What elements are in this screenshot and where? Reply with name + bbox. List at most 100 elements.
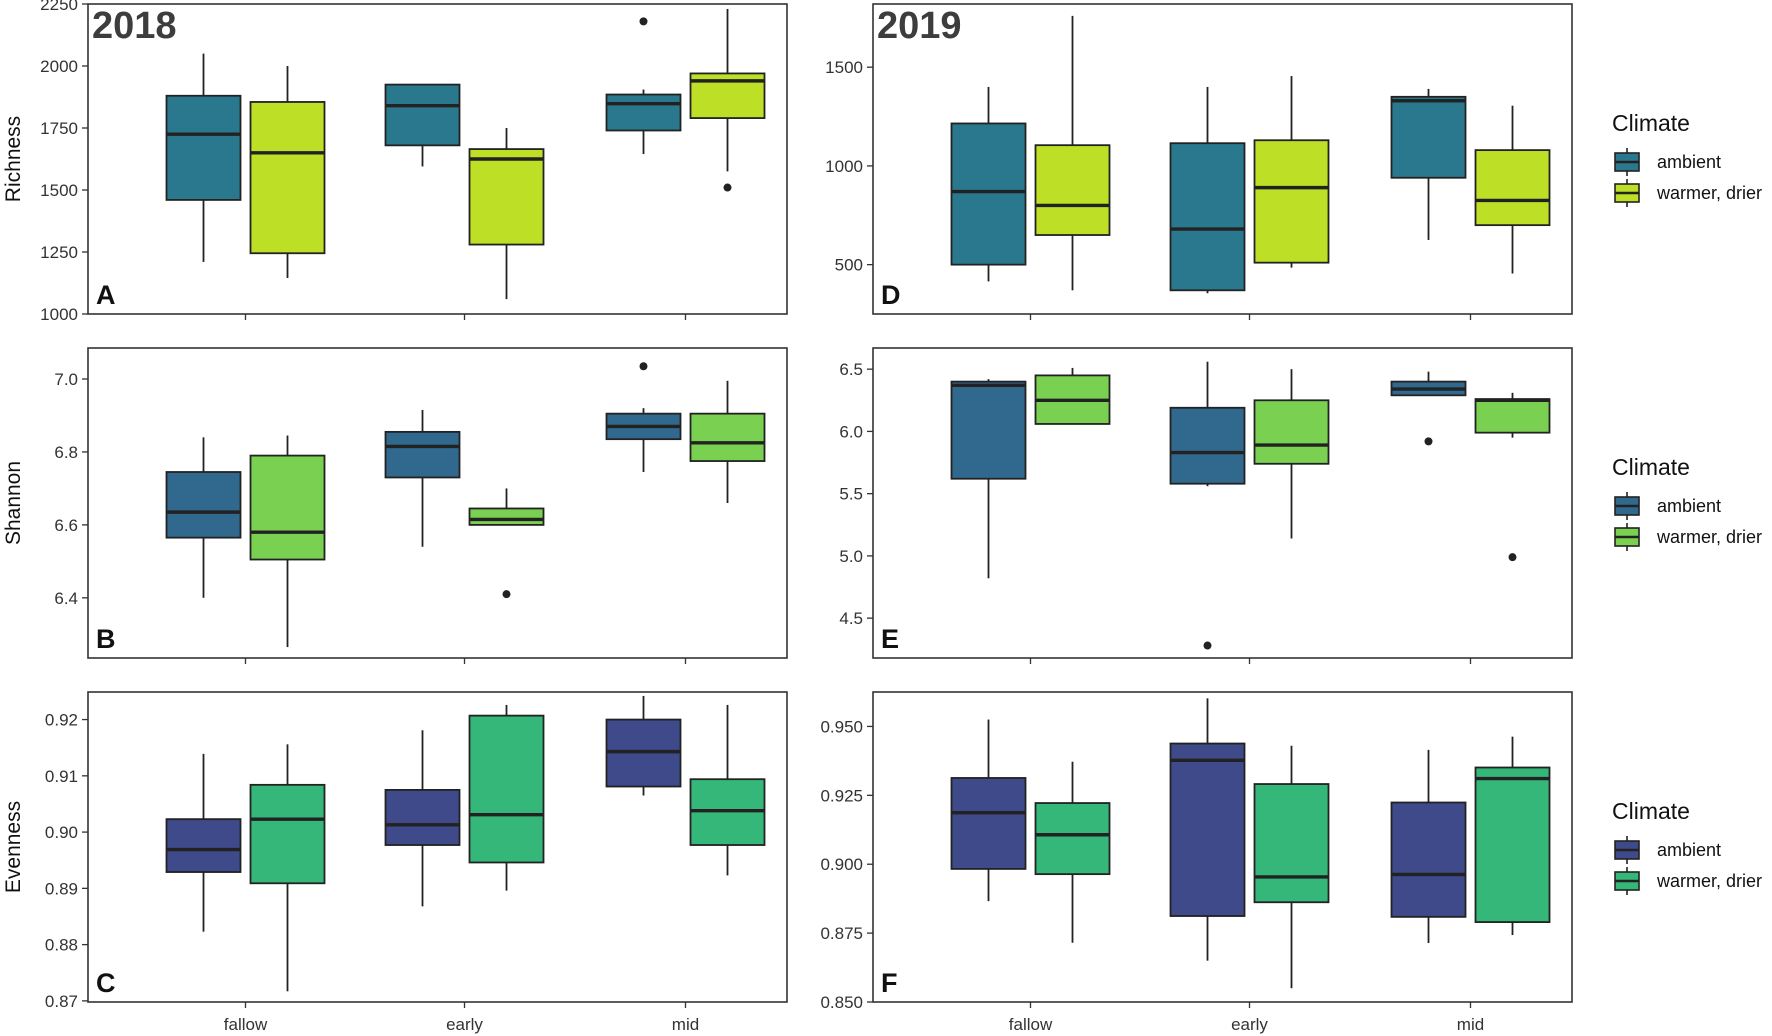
- y-axis-title: Richness: [2, 116, 25, 202]
- box-early-ambient: [384, 730, 461, 907]
- y-tick-label: 1000: [825, 157, 863, 176]
- box-body: [950, 122, 1027, 266]
- box-body: [165, 818, 242, 873]
- box-early-ambient: [1169, 86, 1246, 294]
- y-tick-label: 6.4: [54, 589, 78, 608]
- box-body: [1253, 399, 1330, 465]
- outlier-point: [1508, 553, 1517, 562]
- panel-c: 0.87 0.88 0.89 0.90 0.91 0.92 Evenness fallow ea…: [2, 691, 788, 1034]
- y-tick-label: 0.850: [820, 993, 863, 1012]
- legend-climate: Climate ambient warmer, drier: [1612, 110, 1762, 207]
- year-label: 2018: [92, 5, 177, 47]
- box-fallow-warmer-drier: [1034, 15, 1111, 291]
- x-tick-label: fallow: [224, 1015, 268, 1034]
- panel-d: 500 1000 1500 D 2019: [825, 3, 1573, 320]
- outlier-point: [639, 362, 648, 371]
- y-tick-label: 5.5: [839, 485, 863, 504]
- y-tick-label: 1750: [40, 119, 78, 138]
- box-mid-ambient: [1390, 371, 1467, 446]
- box-body: [384, 83, 461, 147]
- box-mid-ambient: [605, 695, 682, 796]
- box-fallow-ambient: [165, 437, 242, 598]
- box-body: [950, 380, 1027, 480]
- box-body: [165, 94, 242, 201]
- box-fallow-warmer-drier: [249, 435, 326, 648]
- panel-b: 6.4 6.6 6.8 7.0 Shannon B: [2, 347, 788, 664]
- panel-letter: D: [881, 280, 901, 310]
- y-tick-label: 6.8: [54, 443, 78, 462]
- box-body: [249, 783, 326, 885]
- outlier-point: [502, 590, 511, 599]
- box-fallow-ambient: [950, 379, 1027, 579]
- y-tick-label: 2250: [40, 0, 78, 14]
- legend-key-warmer-drier: [1614, 523, 1640, 551]
- y-tick-label: 0.88: [45, 936, 78, 955]
- legend-label: warmer, drier: [1656, 183, 1762, 203]
- box-fallow-ambient: [165, 753, 242, 932]
- panel-letter: A: [96, 280, 116, 310]
- y-axis-title: Shannon: [2, 461, 25, 545]
- box-early-ambient: [1169, 361, 1246, 650]
- legend-label: warmer, drier: [1656, 527, 1762, 547]
- box-early-warmer-drier: [1253, 369, 1330, 539]
- box-body: [468, 507, 545, 526]
- outlier-point: [723, 183, 732, 192]
- legend-label: warmer, drier: [1656, 871, 1762, 891]
- legend-label: ambient: [1657, 840, 1721, 860]
- box-body: [1169, 142, 1246, 292]
- box-mid-warmer-drier: [1474, 105, 1551, 274]
- y-tick-label: 4.5: [839, 609, 863, 628]
- legend-climate: Climate ambient warmer, drier: [1612, 798, 1762, 895]
- box-fallow-warmer-drier: [1034, 761, 1111, 943]
- box-body: [605, 93, 682, 132]
- box-mid-warmer-drier: [1474, 392, 1551, 562]
- x-tick-label: early: [1231, 1015, 1268, 1034]
- box-mid-warmer-drier: [1474, 736, 1551, 936]
- legend-key-ambient: [1614, 836, 1640, 864]
- box-early-ambient: [1169, 698, 1246, 961]
- box-body: [249, 101, 326, 255]
- outlier-point: [1203, 641, 1212, 650]
- box-body: [1390, 95, 1467, 179]
- box-mid-ambient: [605, 362, 682, 472]
- box-early-warmer-drier: [1253, 745, 1330, 989]
- y-tick-label: 1500: [825, 58, 863, 77]
- y-tick-label: 5.0: [839, 547, 863, 566]
- y-tick-label: 1500: [40, 181, 78, 200]
- outlier-point: [639, 17, 648, 26]
- y-axis-title: Evenness: [2, 801, 25, 893]
- box-mid-ambient: [605, 17, 682, 155]
- y-tick-label: 0.900: [820, 855, 863, 874]
- y-tick-label: 0.90: [45, 823, 78, 842]
- legend-key-warmer-drier: [1614, 179, 1640, 207]
- panel-letter: F: [881, 968, 898, 998]
- panel-e: 4.5 5.0 5.5 6.0 6.5 E: [839, 347, 1573, 664]
- box-body: [1253, 783, 1330, 904]
- box-mid-warmer-drier: [689, 380, 766, 503]
- box-body: [468, 148, 545, 246]
- box-early-ambient: [384, 410, 461, 547]
- box-fallow-warmer-drier: [1034, 367, 1111, 425]
- box-body: [1169, 742, 1246, 917]
- x-tick-label: fallow: [1009, 1015, 1053, 1034]
- box-mid-warmer-drier: [689, 704, 766, 876]
- box-early-warmer-drier: [468, 704, 545, 891]
- box-early-warmer-drier: [468, 488, 545, 599]
- legend-key-ambient: [1614, 492, 1640, 520]
- x-tick-label: mid: [1457, 1015, 1484, 1034]
- box-body: [384, 430, 461, 479]
- box-early-ambient: [384, 83, 461, 167]
- y-tick-label: 0.87: [45, 992, 78, 1011]
- year-label: 2019: [877, 5, 962, 47]
- box-fallow-ambient: [950, 86, 1027, 282]
- box-body: [1390, 801, 1467, 918]
- panel-f: 0.850 0.875 0.900 0.925 0.950 fallow early mid F: [820, 691, 1573, 1034]
- box-body: [468, 714, 545, 864]
- legend-climate: Climate ambient warmer, drier: [1612, 454, 1762, 551]
- box-body: [1169, 406, 1246, 485]
- legend-key-ambient: [1614, 148, 1640, 176]
- legend-title: Climate: [1612, 798, 1690, 824]
- box-body: [165, 471, 242, 539]
- y-tick-label: 0.92: [45, 711, 78, 730]
- box-body: [249, 454, 326, 561]
